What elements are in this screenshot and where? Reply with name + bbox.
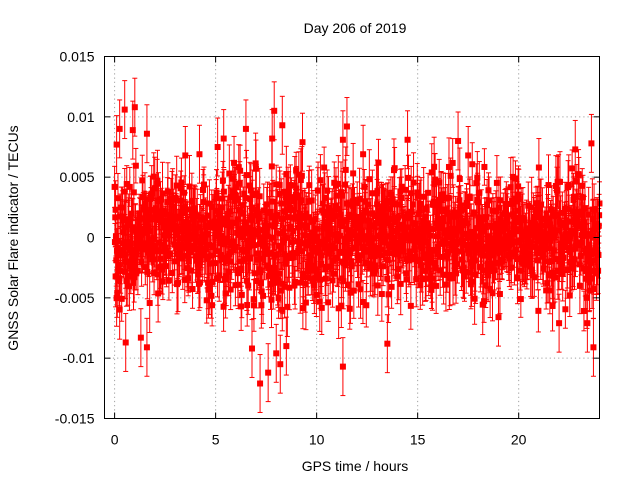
data-point xyxy=(315,161,322,220)
data-point-outlier xyxy=(113,115,120,175)
data-point xyxy=(391,146,398,190)
data-point-outlier xyxy=(214,117,221,177)
data-point xyxy=(291,265,298,305)
data-point-outlier xyxy=(122,313,129,372)
data-point-outlier xyxy=(384,314,391,374)
x-tick-label: 0 xyxy=(111,432,119,448)
y-tick-label: -0.015 xyxy=(55,411,95,427)
data-point-outlier xyxy=(360,124,367,184)
data-point-outlier xyxy=(273,323,280,383)
y-tick-label: 0 xyxy=(87,230,95,246)
data-point xyxy=(549,280,556,332)
data-point-outlier xyxy=(572,119,579,179)
data-point-outlier xyxy=(465,125,472,185)
chart-title: Day 206 of 2019 xyxy=(304,20,407,36)
data-point-outlier xyxy=(112,180,119,240)
data-point-outlier xyxy=(116,99,123,159)
data-point-outlier xyxy=(339,337,346,397)
y-tick-label: -0.005 xyxy=(55,290,95,306)
y-tick-label: 0.015 xyxy=(59,49,94,65)
data-point-outlier xyxy=(343,97,350,156)
data-point-outlier xyxy=(299,112,306,172)
data-point-outlier xyxy=(495,287,502,347)
data-point xyxy=(359,279,366,325)
data-point xyxy=(227,269,234,311)
axis-ticks: 0 5 10 15 20 -0.015 -0.01 -0.005 0 0.005 0.01 0.015 xyxy=(55,49,600,448)
data-point xyxy=(238,281,245,331)
data-point xyxy=(481,148,488,186)
data-point-outlier xyxy=(220,109,227,169)
x-axis-label: GPS time / hours xyxy=(302,458,409,474)
data-point-outlier xyxy=(242,99,249,159)
data-point-outlier xyxy=(131,77,138,137)
data-point-outlier xyxy=(535,138,542,197)
x-tick-label: 15 xyxy=(410,432,426,448)
data-point-outlier xyxy=(143,104,150,164)
data-point-outlier xyxy=(556,293,563,353)
data-point-outlier xyxy=(182,125,189,185)
data-point-outlier xyxy=(455,111,462,171)
data-point-outlier xyxy=(339,110,346,170)
data-point xyxy=(274,188,281,241)
data-series-indicator xyxy=(111,77,603,413)
data-point xyxy=(535,289,542,333)
y-tick-label: 0.005 xyxy=(59,169,94,185)
data-point-outlier xyxy=(137,308,144,368)
data-point xyxy=(118,275,125,322)
data-point-outlier xyxy=(271,81,278,141)
data-point xyxy=(285,166,292,224)
x-tick-label: 10 xyxy=(309,432,325,448)
data-point xyxy=(201,166,208,203)
data-point-outlier xyxy=(248,319,255,378)
data-point xyxy=(375,138,382,187)
y-tick-label: 0.01 xyxy=(67,109,94,125)
data-point xyxy=(398,168,405,206)
data-point xyxy=(407,281,414,330)
data-point xyxy=(449,138,456,188)
data-point-outlier xyxy=(590,317,597,377)
data-point-outlier xyxy=(588,113,595,173)
data-point-outlier xyxy=(121,80,128,140)
x-tick-label: 20 xyxy=(511,432,527,448)
y-tick-label: -0.01 xyxy=(63,350,95,366)
data-point xyxy=(286,265,293,311)
data-point xyxy=(479,274,486,336)
data-point-outlier xyxy=(196,124,203,184)
data-point-outlier xyxy=(277,334,284,394)
data-point-outlier xyxy=(404,110,411,170)
data-point-outlier xyxy=(283,316,290,376)
data-point-outlier xyxy=(143,317,150,377)
data-point-outlier xyxy=(257,354,264,413)
y-axis-label: GNSS Solar Flare indicator / TECUs xyxy=(5,125,21,350)
data-point xyxy=(429,246,436,311)
x-tick-label: 5 xyxy=(212,432,220,448)
data-point-outlier xyxy=(584,293,591,353)
data-point-outlier xyxy=(279,95,286,155)
data-point-outlier xyxy=(265,343,272,403)
data-point xyxy=(132,147,139,184)
